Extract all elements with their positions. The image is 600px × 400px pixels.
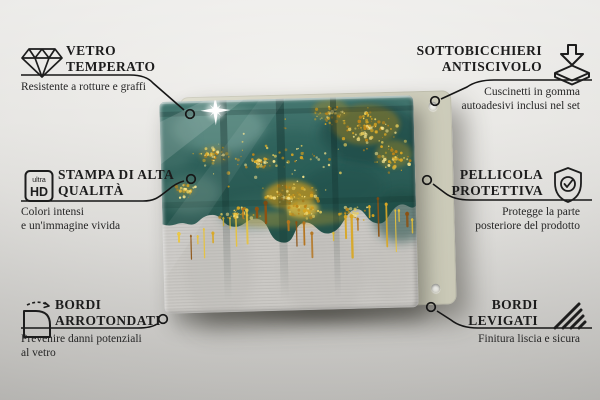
feature-desc-bordi-arrotondati: Prevenire danni potenziali al vetro [21,333,142,359]
mounting-hole-top-right [428,101,438,111]
title-line: VETRO [66,43,117,58]
feature-desc-vetro-temperato: Resistente a rotture e graffi [21,81,146,93]
shield-check-icon [554,167,582,203]
feature-title-bordi-levigati: BORDI LEVIGATI [468,297,538,329]
rounded-corner-icon [23,301,51,338]
diamond-icon [21,48,63,78]
non-slip-pad-icon [554,44,590,86]
title-line: PELLICOLA [459,167,543,182]
title-line: ANTISCIVOLO [441,59,542,74]
feature-title-vetro-temperato: VETRO TEMPERATO [66,43,155,75]
feature-desc-sottobicchieri-antiscivolo: Cuscinetti in gomma autoadesivi inclusi … [461,86,581,112]
feature-desc-pellicola-protettiva: Protegge la parte posteriore del prodott… [475,206,580,232]
svg-text:HD: HD [30,185,48,199]
title-line: PROTETTIVA [451,183,543,198]
feature-title-stampa-alta-qualita: STAMPA DI ALTA QUALITÀ [58,167,174,199]
feature-desc-bordi-levigati: Finitura liscia e sicura [478,333,580,345]
title-line: STAMPA DI ALTA [58,167,175,182]
title-line: BORDI [55,297,102,312]
title-line: BORDI [491,297,538,312]
feature-desc-stampa-alta-qualita: Colori intensi e un'immagine vivida [21,206,121,232]
title-line: ARROTONDATI [55,313,161,328]
title-line: LEVIGATI [468,313,538,328]
feature-title-sottobicchieri-antiscivolo: SOTTOBICCHIERI ANTISCIVOLO [417,43,542,75]
glass-panel-artwork [159,95,419,314]
svg-text:ultra: ultra [32,177,46,184]
smooth-edge-icon [553,302,587,330]
title-line: SOTTOBICCHIERI [416,43,542,58]
ultra-hd-icon: ultra HD [24,170,54,202]
feature-title-bordi-arrotondati: BORDI ARROTONDATI [55,297,161,329]
title-line: QUALITÀ [58,183,124,198]
feature-title-pellicola-protettiva: PELLICOLA PROTETTIVA [451,167,543,199]
title-line: TEMPERATO [66,59,156,74]
glass-coaster-product [157,88,463,322]
mounting-hole-bottom-right [431,283,441,293]
